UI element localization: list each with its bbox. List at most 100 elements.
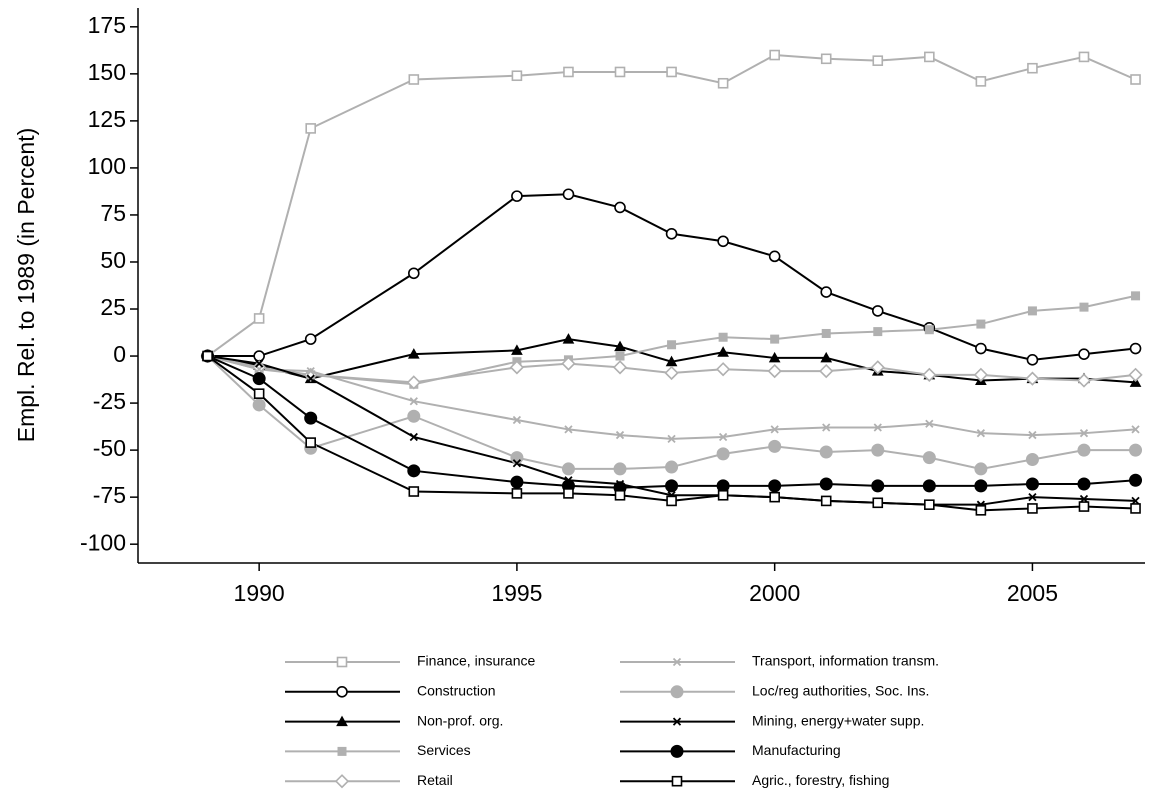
data-point <box>252 398 266 412</box>
data-point <box>820 286 833 298</box>
data-point <box>1028 493 1037 502</box>
data-point <box>511 488 523 499</box>
data-point <box>408 267 420 280</box>
data-point <box>407 409 421 423</box>
legend-label: Mining, energy+water supp. <box>752 712 924 728</box>
data-point <box>408 486 420 497</box>
data-point <box>1027 62 1038 74</box>
legend-marker <box>336 656 348 668</box>
data-point <box>769 49 780 61</box>
y-tick-label: -100 <box>80 529 126 555</box>
data-point <box>922 479 936 493</box>
x-tick-label: 2005 <box>1007 580 1058 606</box>
data-point <box>306 366 315 376</box>
data-point <box>613 462 627 476</box>
data-point <box>1077 477 1091 491</box>
data-point <box>252 372 266 386</box>
data-point <box>563 66 574 78</box>
data-point <box>509 360 525 375</box>
data-point <box>665 227 678 240</box>
data-point <box>975 505 987 516</box>
data-point <box>664 365 679 381</box>
y-tick-label: 100 <box>88 153 126 179</box>
data-point <box>1078 501 1090 512</box>
data-point <box>717 346 729 357</box>
y-tick-label: -75 <box>93 482 126 508</box>
data-point <box>925 419 934 428</box>
data-point <box>407 348 420 359</box>
data-point <box>924 51 935 63</box>
data-point <box>819 445 833 459</box>
legend-marker <box>670 744 684 758</box>
data-point <box>767 363 782 379</box>
data-point <box>1027 306 1037 316</box>
data-point <box>408 74 420 85</box>
data-point <box>409 432 418 442</box>
data-point <box>768 250 781 263</box>
data-point <box>974 479 988 493</box>
data-point <box>666 495 677 507</box>
legend-label: Manufacturing <box>752 742 841 758</box>
data-point <box>1129 443 1143 457</box>
data-point <box>614 66 626 78</box>
data-point <box>975 76 987 87</box>
data-point <box>1025 453 1039 467</box>
legend-label: Retail <box>417 772 453 788</box>
data-point <box>612 360 628 375</box>
legend-label: Finance, insurance <box>417 653 536 669</box>
data-point <box>1078 51 1090 63</box>
data-point <box>563 488 574 499</box>
data-point <box>871 479 885 493</box>
y-tick-label: 50 <box>100 247 126 273</box>
y-tick-label: 0 <box>113 341 126 367</box>
data-point <box>1079 302 1089 312</box>
data-point <box>614 201 626 214</box>
data-point <box>770 334 780 344</box>
x-tick-label: 1990 <box>234 580 285 606</box>
data-point <box>1079 429 1089 438</box>
data-point <box>1130 503 1141 514</box>
data-point <box>512 415 522 425</box>
data-point <box>1025 371 1040 386</box>
y-tick-label: -25 <box>93 388 126 414</box>
data-point <box>1078 348 1090 360</box>
data-point <box>924 499 935 510</box>
data-point <box>511 70 523 82</box>
legend-label: Construction <box>417 683 496 699</box>
legend-label: Services <box>417 742 471 758</box>
data-point <box>202 350 213 362</box>
data-point <box>718 332 728 342</box>
legend-marker <box>334 774 350 789</box>
data-point <box>304 411 318 425</box>
series-line <box>207 54 1136 357</box>
y-tick-label: -50 <box>93 435 126 461</box>
data-point <box>716 447 730 461</box>
data-point <box>976 319 986 329</box>
data-point <box>819 477 833 491</box>
data-point <box>665 355 678 367</box>
data-point <box>924 325 934 335</box>
data-point <box>665 479 679 493</box>
data-point <box>820 53 832 65</box>
y-tick-label: 75 <box>100 200 126 226</box>
data-point <box>821 328 831 338</box>
data-point <box>1077 443 1091 457</box>
data-point <box>870 360 885 375</box>
data-point <box>973 367 989 382</box>
data-point <box>872 55 884 66</box>
legend-marker <box>336 715 348 727</box>
data-point <box>1129 342 1142 355</box>
y-tick-label: 25 <box>100 294 126 320</box>
data-point <box>562 333 575 344</box>
data-point <box>562 188 575 201</box>
data-point <box>614 489 626 501</box>
data-point <box>561 462 575 476</box>
legend-marker <box>337 746 347 756</box>
data-point <box>1131 291 1141 301</box>
data-point <box>768 479 782 493</box>
data-point <box>665 460 679 474</box>
legend-marker <box>672 657 682 667</box>
data-point <box>667 434 676 443</box>
data-point <box>1025 477 1039 491</box>
